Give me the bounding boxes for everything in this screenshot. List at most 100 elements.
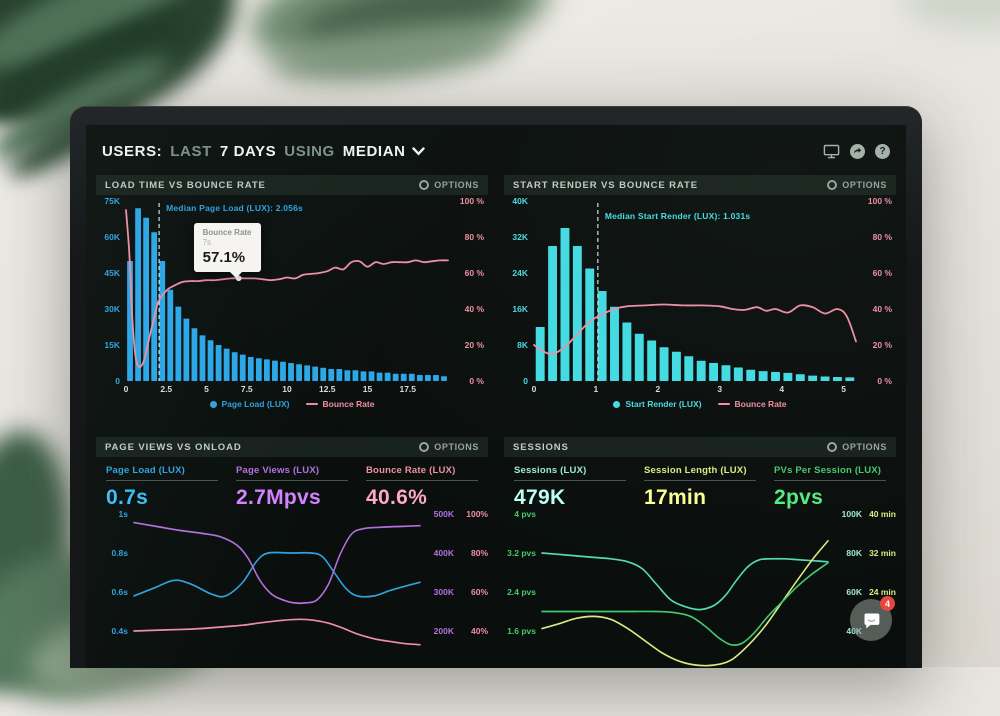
- tooltip-title: Bounce Rate: [203, 228, 252, 237]
- metric: Bounce Rate (LUX)40.6%: [366, 465, 478, 510]
- options-button[interactable]: OPTIONS: [827, 180, 887, 190]
- x-axis-tick: 15: [363, 384, 372, 394]
- legend-item[interactable]: Bounce Rate: [718, 399, 787, 409]
- y-axis-tick: 0: [115, 376, 120, 386]
- tooltip-value: 57.1%: [203, 249, 252, 266]
- median-annotation: Median Page Load (LUX): 2.056s: [166, 203, 303, 213]
- legend-item[interactable]: Start Render (LUX): [613, 399, 701, 409]
- y-axis-tick: 40 %: [873, 304, 892, 314]
- options-label: OPTIONS: [434, 442, 479, 452]
- help-icon[interactable]: ?: [875, 144, 890, 159]
- metric-label: Page Views (LUX): [236, 465, 348, 476]
- y-axis-tick: 45K: [104, 268, 120, 278]
- y-axis-tick: 40%: [454, 626, 488, 636]
- metric-value: 479K: [514, 486, 626, 510]
- legend-label: Bounce Rate: [735, 399, 787, 409]
- y-axis-tick: 32K: [512, 232, 528, 242]
- y-axis-tick: 8K: [517, 340, 528, 350]
- y-axis-tick: 60%: [454, 587, 488, 597]
- legend-item[interactable]: Page Load (LUX): [210, 399, 290, 409]
- panel-title: START RENDER VS BOUNCE RATE: [513, 180, 698, 191]
- display-icon[interactable]: [823, 144, 840, 159]
- metric-label: PVs Per Session (LUX): [774, 465, 886, 476]
- y-axis-tick: 80 %: [873, 232, 892, 242]
- share-icon[interactable]: [850, 144, 865, 159]
- y-axis-tick: 24 min: [862, 587, 896, 597]
- y-axis-tick: 16K: [512, 304, 528, 314]
- y-axis-tick: 40 min: [862, 509, 896, 519]
- y-axis-tick: 30K: [104, 304, 120, 314]
- x-axis-tick: 2: [655, 384, 660, 394]
- y-axis-tick: 0.4s: [111, 626, 128, 636]
- x-axis-tick: 2.5: [160, 384, 172, 394]
- x-axis-tick: 1: [594, 384, 599, 394]
- y-axis-tick: 100 %: [460, 196, 484, 206]
- chat-bubble-icon: [861, 610, 882, 631]
- y-axis-tick: 80 %: [465, 232, 484, 242]
- x-axis-tick: 0: [532, 384, 537, 394]
- panel-header: START RENDER VS BOUNCE RATE OPTIONS: [504, 175, 896, 195]
- header-title-segment: USING: [284, 143, 335, 160]
- chat-widget-button[interactable]: 4: [850, 599, 892, 641]
- tooltip-time: 7s: [203, 238, 252, 247]
- options-label: OPTIONS: [434, 180, 479, 190]
- metric-value: 2pvs: [774, 486, 886, 510]
- y-axis-tick: 0: [523, 376, 528, 386]
- y-axis-tick: 0 %: [877, 376, 892, 386]
- y-axis-tick: 80%: [454, 548, 488, 558]
- x-axis-tick: 4: [779, 384, 784, 394]
- panel-page-views-vs-onload: PAGE VIEWS VS ONLOAD OPTIONS Page Load (…: [96, 437, 488, 668]
- legend: Start Render (LUX) Bounce Rate: [504, 396, 896, 412]
- bar-line-chart: [126, 201, 448, 381]
- panel-title: SESSIONS: [513, 442, 569, 453]
- y-axis-tick: 400K: [424, 548, 454, 558]
- panel-title: LOAD TIME VS BOUNCE RATE: [105, 180, 266, 191]
- chart-plot: [542, 514, 828, 668]
- metric-underline: [514, 480, 626, 481]
- y-axis-tick: 0.6s: [111, 587, 128, 597]
- legend-line-swatch: [306, 403, 318, 406]
- header-title-segment: LAST: [170, 143, 212, 160]
- y-axis-tick: 15K: [104, 340, 120, 350]
- y-axis-tick: 60 %: [873, 268, 892, 278]
- options-button[interactable]: OPTIONS: [419, 180, 479, 190]
- legend-line-swatch: [718, 403, 730, 406]
- metric: Sessions (LUX) 479K: [514, 465, 626, 510]
- options-button[interactable]: OPTIONS: [827, 442, 887, 452]
- metric-value: 2.7Mpvs: [236, 486, 348, 510]
- metric-label: Bounce Rate (LUX): [366, 465, 478, 476]
- metric-value: 17min: [644, 486, 756, 510]
- metric-underline: [644, 480, 756, 481]
- header-icons: ?: [823, 144, 890, 159]
- y-axis-tick: 60 %: [465, 268, 484, 278]
- median-annotation: Median Start Render (LUX): 1.031s: [605, 211, 750, 221]
- options-button[interactable]: OPTIONS: [419, 442, 479, 452]
- y-axis-tick: 500K: [424, 509, 454, 519]
- chart-plot: Median Page Load (LUX): 2.056s Bounce Rat…: [126, 201, 448, 381]
- notification-badge: 4: [880, 596, 895, 611]
- y-axis-tick: 20 %: [465, 340, 484, 350]
- metric-label: Sessions (LUX): [514, 465, 626, 476]
- y-axis-tick: 60K: [832, 587, 862, 597]
- legend-item[interactable]: Bounce Rate: [306, 399, 375, 409]
- metric-value: 0.7s: [106, 486, 218, 510]
